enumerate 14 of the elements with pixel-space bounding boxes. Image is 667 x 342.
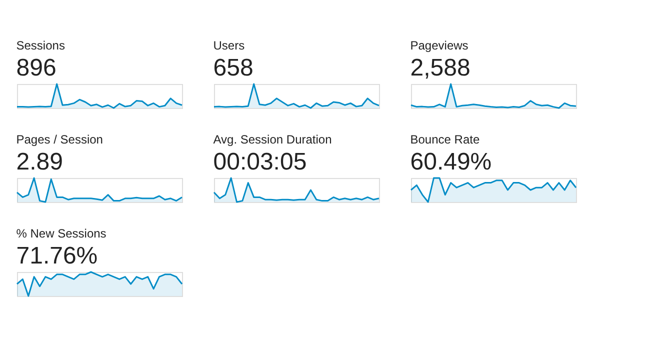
chart-subtitle: 71.76% [16, 242, 98, 270]
chart-subtitle: 00:03:05 [213, 148, 307, 176]
chart-title: Bounce Rate [410, 132, 480, 146]
chart-subtitle: 2.89 [16, 148, 63, 176]
chart-subtitle: 896 [16, 54, 56, 82]
chart-title: % New Sessions [16, 226, 106, 240]
chart-subtitle: 658 [213, 54, 254, 82]
chart-title: Pageviews [410, 38, 468, 52]
chart-title: Pages / Session [16, 132, 103, 146]
chart-title: Avg. Session Duration [213, 132, 332, 146]
chart-title: Users [213, 38, 245, 52]
chart-subtitle: 60.49% [410, 148, 492, 176]
chart-title: Sessions [16, 38, 65, 52]
chart-subtitle: 2,588 [410, 54, 470, 82]
